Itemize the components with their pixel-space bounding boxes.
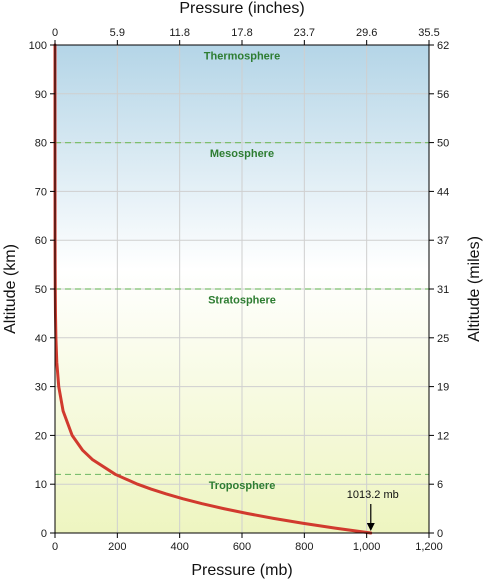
annotation-arrow-head	[366, 523, 375, 531]
y-tick-label-left: 30	[35, 382, 47, 394]
y-tick-label-right: 56	[437, 89, 449, 101]
annotation-group: 1013.2 mb	[347, 489, 399, 531]
y-tick-label-left: 90	[35, 89, 47, 101]
y-tick-label-left: 100	[29, 40, 47, 52]
y-tick-label-right: 0	[437, 528, 443, 540]
y-tick-label-right: 19	[437, 382, 449, 394]
x-tick-label-top: 0	[52, 27, 58, 39]
x-tick-label-bottom: 600	[233, 541, 251, 553]
y-tick-label-left: 50	[35, 284, 47, 296]
y-tick-label-left: 60	[35, 235, 47, 247]
annotation-label: 1013.2 mb	[347, 489, 399, 501]
y-tick-label-left: 70	[35, 186, 47, 198]
y-axis-title-left: Altitude (km)	[2, 244, 19, 334]
y-tick-label-right: 37	[437, 235, 449, 247]
y-tick-label-left: 80	[35, 138, 47, 150]
layer-label: Mesosphere	[210, 148, 274, 160]
y-tick-label-right: 6	[437, 479, 443, 491]
x-tick-label-top: 11.8	[169, 27, 190, 39]
y-tick-label-left: 0	[41, 528, 47, 540]
y-tick-label-right: 50	[437, 138, 449, 150]
layer-labels: Thermosphere Mesosphere Stratosphere Tropos…	[204, 51, 280, 492]
y-tick-label-left: 20	[35, 430, 47, 442]
x-tick-label-top: 29.6	[356, 27, 377, 39]
x-tick-label-bottom: 800	[295, 541, 313, 553]
y-axis-title-right: Altitude (miles)	[466, 236, 483, 342]
tick-marks	[50, 40, 434, 538]
x-tick-label-bottom: 400	[170, 541, 188, 553]
x-tick-label-top: 17.8	[231, 27, 252, 39]
tick-labels: 002005.940011.860017.880023.71,00029.61,…	[29, 27, 450, 553]
x-tick-label-bottom: 200	[108, 541, 126, 553]
x-tick-label-bottom: 0	[52, 541, 58, 553]
y-tick-label-right: 62	[437, 40, 449, 52]
y-tick-label-left: 40	[35, 333, 47, 345]
x-tick-label-top: 35.5	[418, 27, 439, 39]
y-tick-label-right: 31	[437, 284, 449, 296]
y-tick-label-right: 25	[437, 333, 449, 345]
x-axis-title-top: Pressure (inches)	[179, 0, 304, 17]
layer-label: Thermosphere	[204, 51, 280, 63]
layer-label: Stratosphere	[208, 295, 276, 307]
x-tick-label-top: 5.9	[110, 27, 125, 39]
y-tick-label-right: 44	[437, 186, 449, 198]
y-tick-label-right: 12	[437, 430, 449, 442]
x-axis-title-bottom: Pressure (mb)	[191, 562, 292, 579]
x-tick-label-bottom: 1,000	[353, 541, 381, 553]
x-tick-label-top: 23.7	[294, 27, 315, 39]
layer-label: Troposphere	[209, 480, 276, 492]
x-tick-label-bottom: 1,200	[415, 541, 443, 553]
y-tick-label-left: 10	[35, 479, 47, 491]
